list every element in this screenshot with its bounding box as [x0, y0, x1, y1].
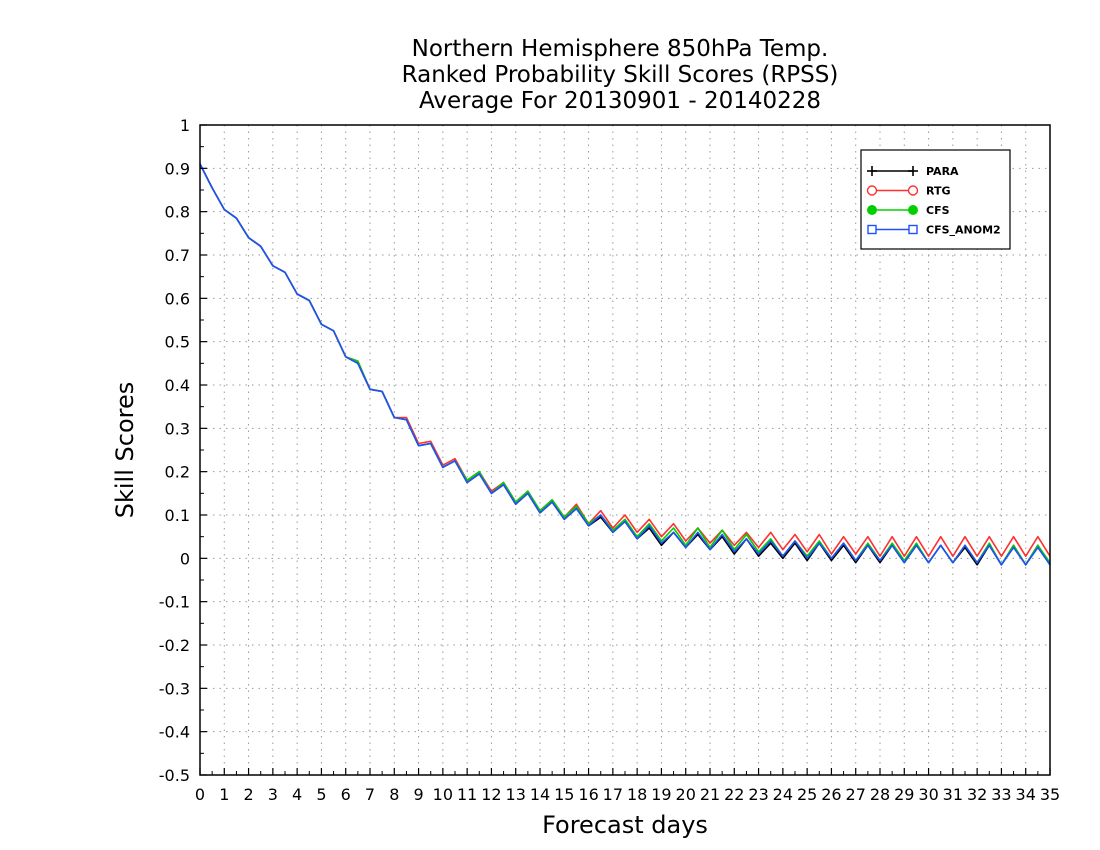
x-axis-title: Forecast days [542, 811, 708, 839]
y-tick-label: -0.4 [159, 723, 190, 742]
y-tick-label: 0.4 [165, 376, 190, 395]
x-tick-label: 14 [530, 785, 550, 804]
x-tick-label: 26 [821, 785, 841, 804]
x-tick-label: 15 [554, 785, 574, 804]
y-tick-label: 0.8 [165, 203, 190, 222]
x-tick-label: 13 [506, 785, 526, 804]
x-tick-label: 7 [365, 785, 375, 804]
axis-ticks [199, 124, 1051, 776]
x-tick-label: 12 [481, 785, 501, 804]
x-tick-label: 9 [413, 785, 423, 804]
y-tick-label: 0.1 [165, 506, 190, 525]
legend-marker [866, 185, 878, 196]
x-tick-label: 21 [700, 785, 720, 804]
x-tick-label: 23 [748, 785, 768, 804]
legend-marker [908, 224, 918, 235]
x-tick-label: 33 [991, 785, 1011, 804]
legend: PARA RTG CFS CFS_ANOM2 [860, 149, 1011, 250]
y-tick-label: -0.3 [159, 679, 190, 698]
x-tick-label: 5 [316, 785, 326, 804]
y-tick-label: -0.5 [159, 766, 190, 785]
x-tick-label: 31 [943, 785, 963, 804]
y-tick-label: -0.2 [159, 636, 190, 655]
x-tick-label: 2 [243, 785, 253, 804]
y-tick-label: 0.9 [165, 159, 190, 178]
legend-box [860, 149, 1011, 250]
legend-entry-cfs-anom2: CFS_ANOM2 [867, 224, 1001, 237]
x-tick-label: 10 [433, 785, 453, 804]
legend-entry-para: PARA [867, 165, 959, 178]
y-tick-label: 0.3 [165, 419, 190, 438]
x-tick-label: 17 [603, 785, 623, 804]
x-tick-label: 25 [797, 785, 817, 804]
x-tick-label: 19 [651, 785, 671, 804]
y-axis-tick-labels: 1 0.9 0.8 0.7 0.6 0.5 0.4 0.3 0.2 0.1 0 -0.1 -0.2 -0.… [159, 116, 190, 785]
y-tick-label: 0.7 [165, 246, 190, 265]
x-tick-label: 35 [1040, 785, 1060, 804]
x-tick-label: 0 [195, 785, 205, 804]
x-tick-label: 8 [389, 785, 399, 804]
legend-entry-cfs: CFS [867, 204, 950, 217]
x-tick-label: 3 [268, 785, 278, 804]
grid [200, 125, 1050, 775]
x-tick-label: 4 [292, 785, 302, 804]
legend-label: RTG [926, 185, 951, 198]
x-tick-label: 22 [724, 785, 744, 804]
legend-label: CFS_ANOM2 [926, 224, 1001, 237]
y-tick-label: 1 [180, 116, 190, 135]
y-axis-title: Skill Scores [111, 382, 139, 519]
x-tick-label: 32 [967, 785, 987, 804]
x-axis-tick-labels: 0 1 2 3 4 5 6 7 8 9 10 11 12 13 14 15 16 17 18 19 20 21 22 23 24… [195, 785, 1060, 804]
x-tick-label: 28 [870, 785, 890, 804]
x-tick-label: 6 [341, 785, 351, 804]
y-tick-label: -0.1 [159, 593, 190, 612]
legend-marker [867, 205, 877, 215]
x-tick-label: 34 [1016, 785, 1036, 804]
x-tick-label: 1 [219, 785, 229, 804]
series-line-cfs-anom2 [199, 163, 1051, 566]
y-tick-label: 0 [180, 549, 190, 568]
chart-title: Northern Hemisphere 850hPa Temp. [411, 36, 829, 62]
legend-marker [908, 205, 918, 215]
legend-marker [867, 224, 877, 235]
x-tick-label: 16 [578, 785, 598, 804]
chart-title-block: Northern Hemisphere 850hPa Temp. Ranked … [300, 36, 940, 114]
legend-entry-rtg: RTG [866, 185, 951, 198]
series-lines [199, 163, 1051, 566]
x-tick-label: 18 [627, 785, 647, 804]
x-tick-label: 11 [457, 785, 477, 804]
x-tick-label: 30 [918, 785, 938, 804]
x-tick-label: 24 [773, 785, 793, 804]
x-tick-label: 29 [894, 785, 914, 804]
legend-label: CFS [926, 204, 950, 217]
y-tick-label: 0.6 [165, 289, 190, 308]
legend-marker [907, 185, 919, 196]
legend-label: PARA [926, 165, 959, 178]
y-tick-label: 0.5 [165, 333, 190, 352]
x-tick-label: 20 [676, 785, 696, 804]
y-tick-label: 0.2 [165, 463, 190, 482]
chart-subtitle: Ranked Probability Skill Scores (RPSS) [401, 62, 839, 88]
chart-period: Average For 20130901 - 20140228 [418, 88, 822, 114]
x-tick-label: 27 [846, 785, 866, 804]
